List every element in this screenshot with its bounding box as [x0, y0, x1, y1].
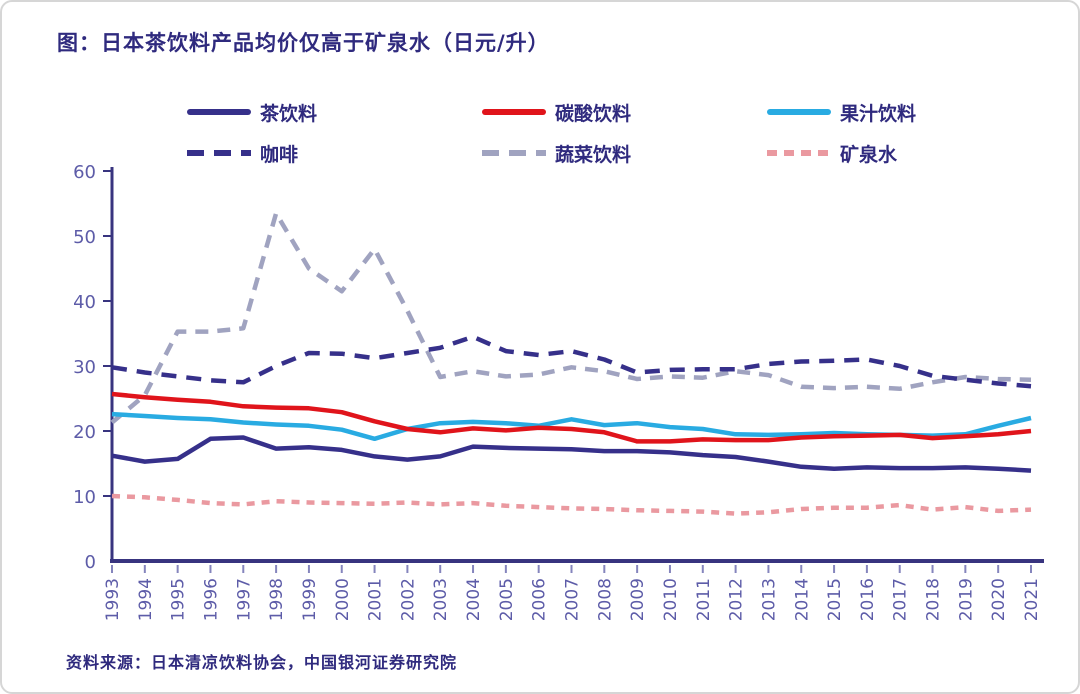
series-line-0 — [111, 435, 1032, 473]
x-tick-label: 2005 — [497, 578, 517, 621]
x-tick-label: 2001 — [366, 578, 386, 621]
price-chart-svg: 0 10 20 30 40 50 60 1993 1994 1995 1996 1997 1998 199… — [73, 162, 1044, 621]
x-tick-label: 2008 — [595, 578, 615, 621]
legend-item-coffee: 咖啡 — [187, 142, 299, 166]
legend-item-carbonated: 碳酸饮料 — [482, 101, 632, 125]
tea-line-swatch — [187, 109, 251, 115]
series-line-1 — [111, 391, 1032, 444]
x-tick-label: 2013 — [759, 578, 779, 621]
legend-label-tea: 茶饮料 — [260, 102, 318, 125]
x-tick-label: 1994 — [136, 578, 156, 621]
chart-area: 0 10 20 30 40 50 60 1993 1994 1995 1996 1997 1998 199… — [2, 162, 1078, 644]
series-line-3 — [111, 334, 1032, 389]
x-tick-label: 2015 — [825, 578, 845, 621]
legend-label-juice: 果汁饮料 — [840, 102, 917, 125]
y-tick-label: 50 — [73, 227, 96, 248]
x-tick-label: 1997 — [234, 578, 254, 621]
x-tick-label: 2009 — [628, 578, 648, 621]
mineral-water-line-swatch — [767, 150, 831, 156]
x-tick-label: 2020 — [989, 578, 1009, 621]
legend-label-coffee: 咖啡 — [260, 143, 299, 166]
x-tick-label: 1993 — [103, 578, 123, 621]
x-tick-label: 2006 — [530, 578, 550, 621]
x-tick-label: 2014 — [792, 578, 812, 621]
legend-item-mineral-water: 矿泉水 — [767, 142, 898, 166]
y-tick-label: 30 — [73, 357, 96, 378]
x-tick-label: 2002 — [398, 578, 418, 621]
x-tick-label: 2010 — [661, 578, 681, 621]
carbonated-line-swatch — [482, 109, 546, 115]
juice-line-swatch — [767, 109, 831, 115]
legend-item-tea: 茶饮料 — [187, 101, 318, 125]
y-tick-label: 40 — [73, 292, 96, 313]
x-tick-label: 2016 — [858, 578, 878, 621]
x-tick-label: 2017 — [891, 578, 911, 621]
x-tick-label: 2003 — [431, 578, 451, 621]
legend-item-vegetable: 蔬菜饮料 — [482, 142, 632, 166]
legend-label-mineral-water: 矿泉水 — [840, 143, 898, 166]
x-tick-label: 2004 — [464, 578, 484, 621]
x-tick-label: 1999 — [300, 578, 320, 621]
x-tick-label: 2007 — [563, 578, 583, 621]
chart-title: 图：日本茶饮料产品均价仅高于矿泉水（日元/升） — [57, 31, 550, 55]
legend-label-vegetable: 蔬菜饮料 — [555, 143, 632, 166]
y-tick-label: 60 — [73, 162, 96, 183]
vegetable-line-swatch — [482, 150, 546, 156]
x-tick-label: 2012 — [727, 578, 747, 621]
y-tick-label: 20 — [73, 422, 96, 443]
x-tick-label: 2018 — [924, 578, 944, 621]
x-tick-label: 1995 — [169, 578, 189, 621]
x-tick-label: 2011 — [694, 578, 714, 621]
x-tick-label: 1996 — [201, 578, 221, 621]
x-tick-label: 2021 — [1022, 578, 1042, 621]
series-line-5 — [111, 493, 1032, 516]
series-line-4 — [110, 211, 1032, 425]
source-note: 资料来源：日本清凉饮料协会，中国银河证券研究院 — [66, 653, 458, 672]
coffee-line-swatch — [187, 150, 251, 156]
x-tick-label: 1998 — [267, 578, 287, 621]
x-tick-label: 2019 — [956, 578, 976, 621]
legend-item-juice: 果汁饮料 — [767, 101, 917, 125]
y-tick-label: 10 — [73, 487, 96, 508]
x-tick-label: 2000 — [333, 578, 353, 621]
legend-label-carbonated: 碳酸饮料 — [555, 102, 632, 125]
y-tick-label: 0 — [85, 552, 96, 573]
